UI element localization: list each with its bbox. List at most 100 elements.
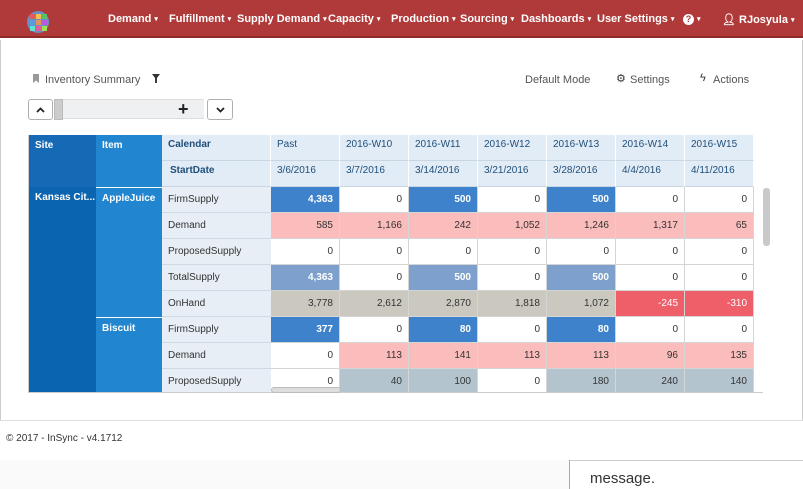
item-header[interactable]: Item: [96, 135, 162, 187]
view-name[interactable]: Inventory Summary: [45, 74, 141, 86]
table-cell[interactable]: 1,317: [616, 213, 685, 239]
table-cell[interactable]: 500: [409, 265, 478, 291]
table-cell[interactable]: 1,166: [340, 213, 409, 239]
gear-icon[interactable]: ⚙: [616, 73, 626, 85]
nav-menu-sourcing[interactable]: Sourcing ▾: [460, 13, 514, 25]
bookmark-icon[interactable]: [33, 74, 39, 83]
table-cell[interactable]: 0: [547, 239, 616, 265]
table-cell[interactable]: 0: [685, 317, 754, 343]
table-cell[interactable]: 240: [616, 369, 685, 392]
table-cell[interactable]: 3,778: [271, 291, 340, 317]
table-cell[interactable]: 377: [271, 317, 340, 343]
nav-menu-production[interactable]: Production ▾: [391, 13, 456, 25]
vertical-scrollbar-thumb[interactable]: [763, 188, 770, 246]
table-cell[interactable]: 1,072: [547, 291, 616, 317]
table-cell[interactable]: 0: [478, 265, 547, 291]
table-cell[interactable]: 40: [340, 369, 409, 392]
site-cell[interactable]: Kansas Cit...: [29, 187, 96, 392]
expand-down-button[interactable]: [207, 99, 233, 120]
chevron-down-icon: ▾: [587, 16, 592, 23]
table-cell[interactable]: 4,363: [271, 265, 340, 291]
filter-icon[interactable]: [152, 74, 160, 83]
table-cell[interactable]: -245: [616, 291, 685, 317]
user-menu[interactable]: 👤︎ RJosyula ▾: [722, 13, 794, 26]
nav-menu-fulfillment[interactable]: Fulfillment ▾: [169, 13, 231, 25]
column-header-period[interactable]: 2016-W15: [685, 135, 754, 161]
help-menu[interactable]: ? ▾: [683, 13, 701, 25]
table-cell[interactable]: 0: [685, 265, 754, 291]
table-cell[interactable]: 0: [478, 369, 547, 392]
table-cell[interactable]: 0: [685, 187, 754, 213]
nav-menu-supply-demand[interactable]: Supply Demand ▾: [237, 13, 327, 25]
table-cell[interactable]: 500: [409, 187, 478, 213]
table-cell[interactable]: 96: [616, 343, 685, 369]
table-cell[interactable]: 0: [340, 239, 409, 265]
top-navbar: Demand ▾ Fulfillment ▾ Supply Demand ▾ Capacit…: [0, 0, 803, 38]
horizontal-scrollbar-thumb[interactable]: [271, 387, 341, 393]
table-cell[interactable]: 113: [547, 343, 616, 369]
nav-menu-capacity[interactable]: Capacity ▾: [328, 13, 380, 25]
table-cell[interactable]: -310: [685, 291, 754, 317]
table-cell[interactable]: 0: [616, 187, 685, 213]
table-cell[interactable]: 4,363: [271, 187, 340, 213]
table-cell[interactable]: 0: [340, 317, 409, 343]
table-cell[interactable]: 135: [685, 343, 754, 369]
app-logo-icon[interactable]: [24, 8, 52, 34]
settings-button[interactable]: Settings: [630, 74, 670, 86]
table-cell[interactable]: 2,870: [409, 291, 478, 317]
site-header[interactable]: Site: [29, 135, 96, 187]
nav-menu-dashboards[interactable]: Dashboards ▾: [521, 13, 591, 25]
mode-selector[interactable]: Default Mode: [525, 74, 591, 86]
expand-up-button[interactable]: [28, 99, 53, 120]
nav-menu-label: Sourcing: [460, 13, 508, 25]
column-header-period[interactable]: 2016-W10: [340, 135, 409, 161]
table-cell[interactable]: 585: [271, 213, 340, 239]
table-cell[interactable]: 0: [616, 265, 685, 291]
table-cell[interactable]: 500: [547, 265, 616, 291]
table-cell[interactable]: 0: [340, 187, 409, 213]
bolt-icon[interactable]: ϟ: [700, 72, 706, 84]
item-cell[interactable]: Biscuit: [96, 317, 162, 392]
column-header-period[interactable]: 2016-W11: [409, 135, 478, 161]
table-cell[interactable]: 1,818: [478, 291, 547, 317]
table-cell[interactable]: 0: [685, 239, 754, 265]
table-cell[interactable]: 140: [685, 369, 754, 392]
table-cell[interactable]: 0: [271, 343, 340, 369]
table-cell[interactable]: 141: [409, 343, 478, 369]
nav-menu-label: Fulfillment: [169, 13, 225, 25]
table-cell[interactable]: 80: [409, 317, 478, 343]
column-header-period[interactable]: 2016-W14: [616, 135, 685, 161]
table-cell[interactable]: 113: [478, 343, 547, 369]
nav-menu-user-settings[interactable]: User Settings ▾: [597, 13, 674, 25]
metric-label: ProposedSupply: [162, 239, 271, 265]
plus-icon[interactable]: +: [178, 99, 189, 119]
table-cell[interactable]: 0: [478, 239, 547, 265]
table-cell[interactable]: 2,612: [340, 291, 409, 317]
table-cell[interactable]: 0: [616, 317, 685, 343]
table-cell[interactable]: 242: [409, 213, 478, 239]
column-header-period[interactable]: 2016-W13: [547, 135, 616, 161]
column-header-period[interactable]: Past: [271, 135, 340, 161]
actions-button[interactable]: Actions: [713, 74, 750, 86]
column-header-period[interactable]: 2016-W12: [478, 135, 547, 161]
table-cell[interactable]: 113: [340, 343, 409, 369]
table-cell[interactable]: 180: [547, 369, 616, 392]
zoom-slider-track[interactable]: [54, 99, 204, 119]
table-cell[interactable]: 0: [271, 239, 340, 265]
table-cell[interactable]: 0: [616, 239, 685, 265]
table-cell[interactable]: 1,052: [478, 213, 547, 239]
table-cell[interactable]: 0: [478, 187, 547, 213]
table-cell[interactable]: 100: [409, 369, 478, 392]
table-cell[interactable]: 500: [547, 187, 616, 213]
table-cell[interactable]: 80: [547, 317, 616, 343]
zoom-slider-handle[interactable]: [54, 99, 63, 120]
table-cell[interactable]: 0: [340, 265, 409, 291]
table-cell[interactable]: 65: [685, 213, 754, 239]
nav-menu-demand[interactable]: Demand ▾: [108, 13, 158, 25]
table-cell[interactable]: 1,246: [547, 213, 616, 239]
item-cell[interactable]: AppleJuice: [96, 187, 162, 317]
table-cell[interactable]: 0: [409, 239, 478, 265]
table-cell[interactable]: 0: [478, 317, 547, 343]
chevron-down-icon: ▾: [323, 16, 327, 23]
table-cell[interactable]: 0: [271, 369, 340, 392]
